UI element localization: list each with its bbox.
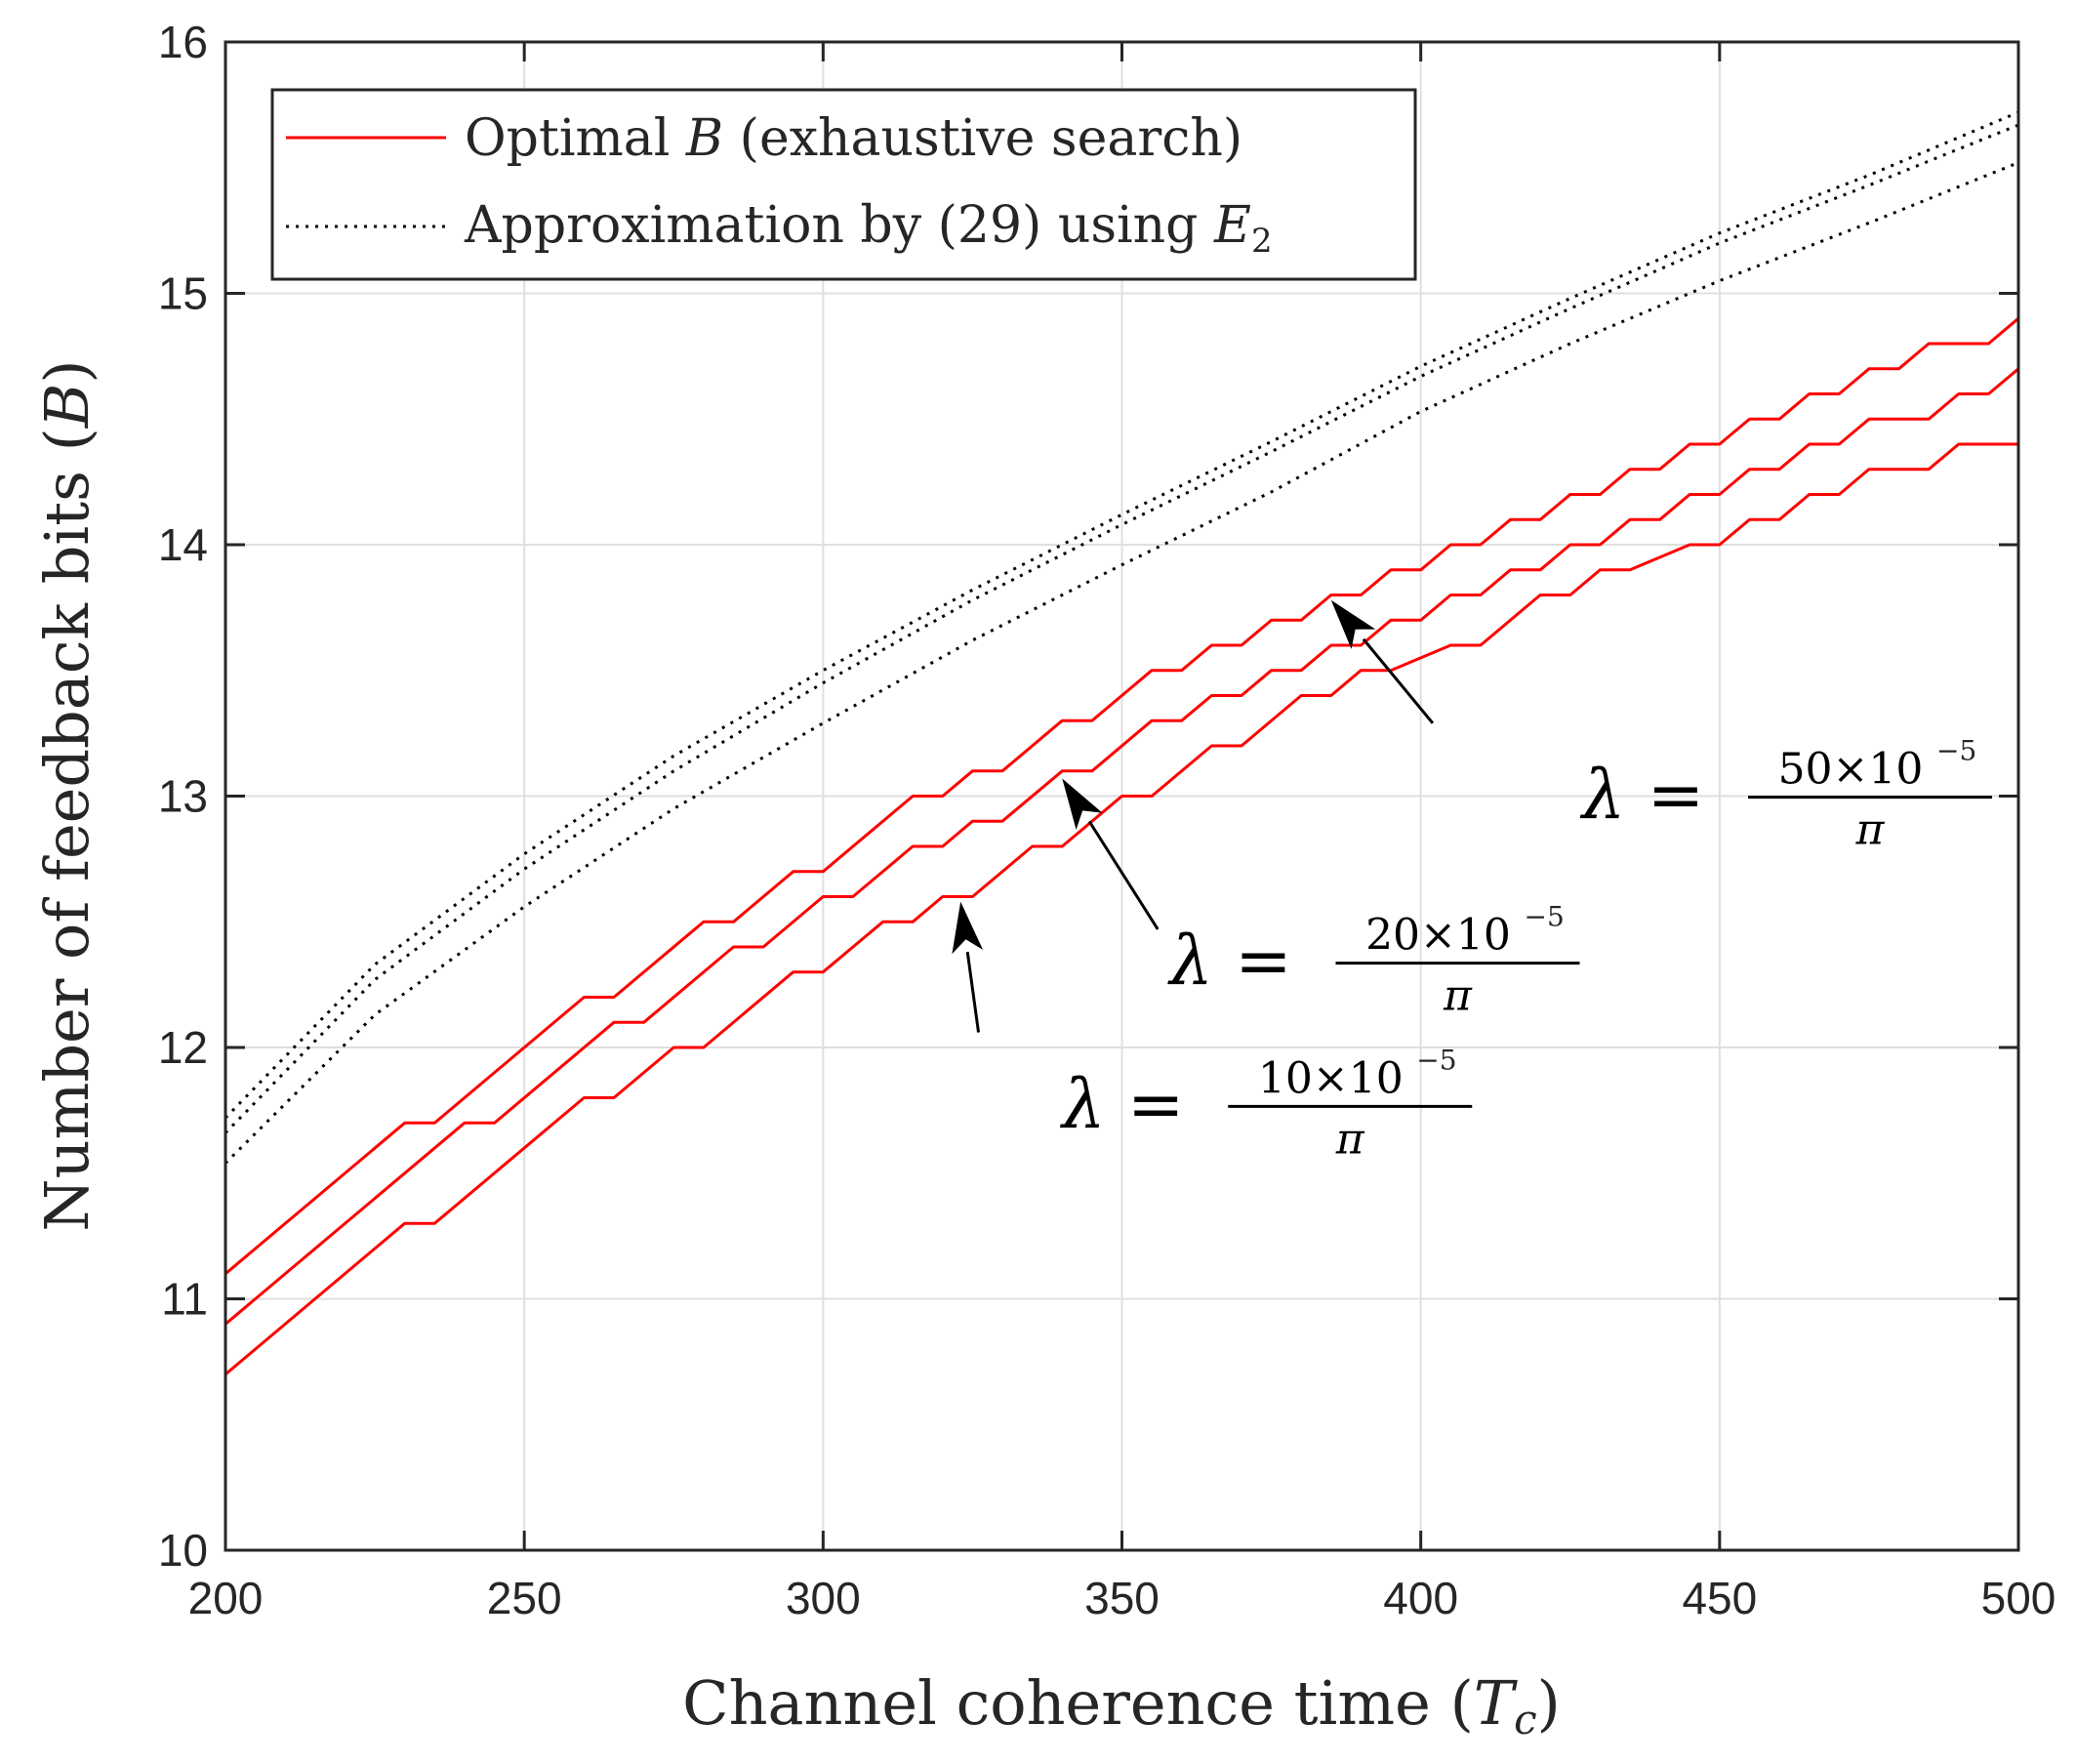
y-tick-label: 12 (158, 1022, 208, 1073)
approximation-line-3 (224, 110, 2019, 1120)
annotation-exponent: −5 (1524, 901, 1564, 933)
annotation-exponent: −5 (1936, 735, 1976, 767)
annotation-denominator: π (1443, 971, 1473, 1021)
annotation-arrow-head (952, 901, 984, 955)
ticks: 200 250 300 350 400 450 500 10 11 12 13 14 15 16 (158, 17, 2056, 1623)
approximation-line-5 (224, 161, 2019, 1165)
annotation-numerator: 10×10 (1258, 1053, 1404, 1103)
annotation-arrow-head (1062, 778, 1103, 830)
y-tick-label: 10 (158, 1525, 208, 1576)
annotation-lambda: λ = (1059, 1064, 1184, 1144)
x-tick-label: 300 (786, 1573, 861, 1623)
x-tick-label: 400 (1383, 1573, 1458, 1623)
legend-entry-approximation: Approximation by (29) using E2 (464, 196, 1273, 261)
legend: Optimal B (exhaustive search) Approximat… (270, 88, 1417, 281)
annotation-denominator: π (1335, 1114, 1365, 1164)
annotation-arrow-head (1330, 599, 1376, 649)
x-tick-label: 500 (1981, 1573, 2056, 1623)
annotation-arrow-shaft (1362, 637, 1435, 724)
y-tick-label: 11 (161, 1274, 208, 1325)
y-tick-label: 14 (158, 519, 208, 570)
series-layer (224, 110, 2019, 1375)
y-tick-label: 13 (158, 771, 208, 822)
legend-entry-optimal: Optimal B (exhaustive search) (465, 109, 1242, 168)
optimal-b-line-1 (224, 367, 2019, 1326)
x-tick-label: 450 (1682, 1573, 1757, 1623)
x-tick-label: 250 (487, 1573, 562, 1623)
y-tick-label: 15 (158, 268, 208, 319)
annotation-lambda: λ = (1166, 922, 1291, 1002)
annotation-arrow-shaft (1087, 820, 1160, 930)
annotations: λ = 50×10 −5 π λ = 20×10 −5 π λ = 10×10 −5 π (952, 599, 1992, 1164)
annotation-lambda: λ = (1579, 756, 1704, 836)
annotation-denominator: π (1855, 805, 1886, 855)
x-tick-label: 200 (188, 1573, 264, 1623)
x-tick-label: 350 (1084, 1573, 1160, 1623)
x-axis-label: Channel coherence time (Tc) (682, 1667, 1561, 1743)
legend-box (270, 88, 1417, 281)
annotation-numerator: 20×10 (1365, 911, 1511, 961)
optimal-b-line-2 (224, 442, 2018, 1375)
y-axis-label: Number of feedback bits (B) (31, 359, 102, 1231)
y-tick-label: 16 (158, 17, 208, 67)
annotation-exponent: −5 (1416, 1044, 1456, 1076)
annotation-numerator: 50×10 (1778, 745, 1924, 795)
optimal-b-line-0 (224, 317, 2019, 1275)
annotation-arrow-shaft (965, 951, 981, 1033)
